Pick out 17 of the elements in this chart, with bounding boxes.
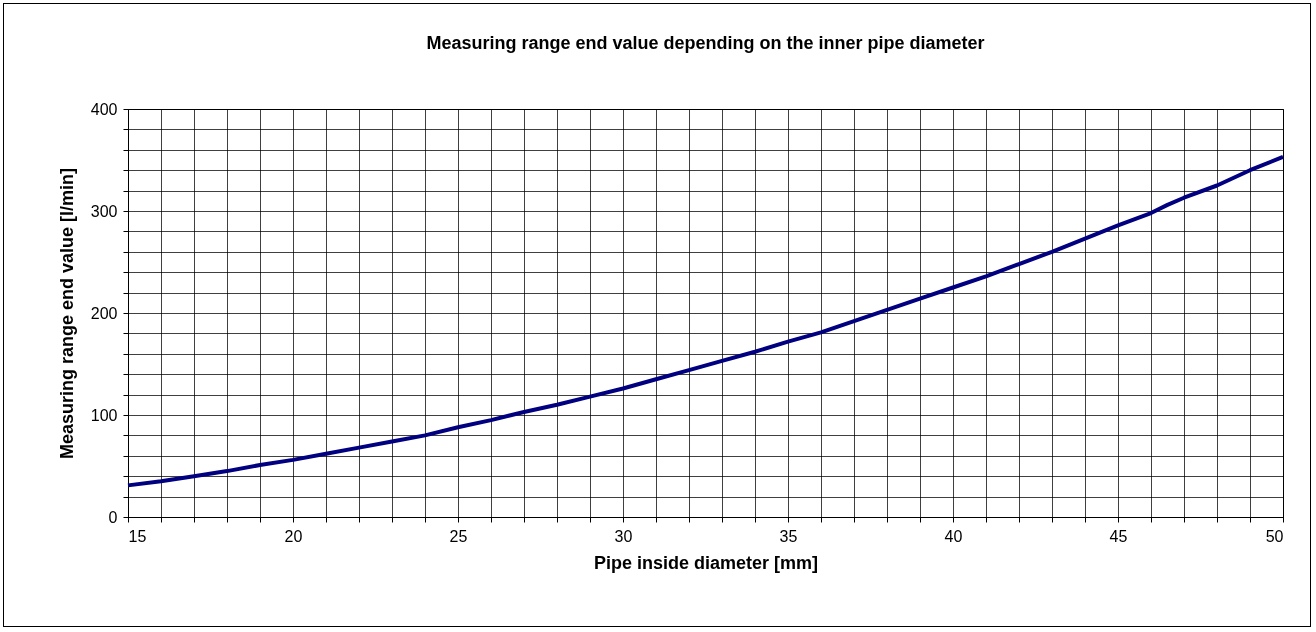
y-axis-title: Measuring range end value [l/min]: [56, 167, 77, 460]
y-tick-label: 200: [90, 304, 118, 322]
x-tick-label: 30: [614, 527, 633, 545]
x-axis-title: Pipe inside diameter [mm]: [593, 552, 819, 573]
x-tick-label: 20: [284, 527, 303, 545]
x-tick-label: 35: [779, 527, 798, 545]
line-series: [126, 154, 1285, 488]
x-tick-label: 50: [1265, 527, 1284, 545]
x-tick-label: 25: [449, 527, 468, 545]
y-tick-label: 0: [108, 508, 118, 526]
x-tick-label: 15: [128, 527, 147, 545]
y-tick-label: 400: [90, 100, 118, 118]
y-tick-label: 300: [90, 202, 118, 220]
y-tick-label: 100: [90, 406, 118, 424]
x-tick-label: 45: [1109, 527, 1128, 545]
chart-title: Measuring range end value depending on the inner pipe diameter: [426, 33, 985, 53]
x-tick-label: 40: [944, 527, 963, 545]
